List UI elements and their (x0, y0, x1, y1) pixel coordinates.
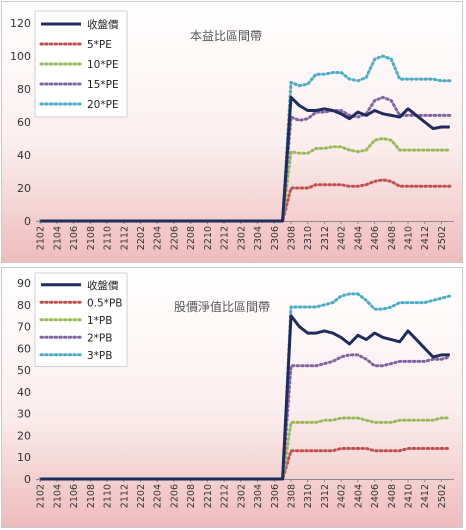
x-tick-label: 2502 (437, 484, 448, 508)
x-tick-label: 2306 (270, 226, 281, 250)
x-tick-label: 2312 (320, 226, 331, 250)
x-tick-label: 2412 (420, 484, 431, 508)
x-tick-label: 2106 (69, 484, 80, 508)
x-tick-label: 2212 (220, 484, 231, 508)
x-tick-label: 2304 (253, 226, 264, 250)
pe-band-chart-panel: 0 20 40 60 80 100 120 2102 2104 2106 2108 2110 2112 2… (1, 1, 463, 263)
x-tick-label: 2202 (136, 484, 147, 508)
y-tick-label: 30 (17, 408, 31, 421)
x-tick-label: 2208 (186, 484, 197, 508)
y-tick-label: 60 (17, 116, 31, 129)
x-tick-label: 2412 (420, 226, 431, 250)
pe-band-chart: 0 20 40 60 80 100 120 2102 2104 2106 2108 2110 2112 2… (10, 10, 454, 250)
y-tick-label: 70 (17, 321, 31, 334)
x-tick-label: 2104 (52, 226, 63, 250)
y-tick-label: 80 (17, 83, 31, 96)
x-tick-label: 2112 (119, 226, 130, 250)
series-line-0 (40, 314, 450, 481)
legend-label: 1*PB (87, 315, 112, 327)
x-tick-label: 2102 (36, 484, 47, 508)
series-line-1 (38, 178, 452, 223)
y-tick-label: 40 (17, 149, 31, 162)
x-tick-label: 2202 (136, 226, 147, 250)
x-tick-label: 2204 (153, 484, 164, 508)
x-tick-label: 2302 (236, 226, 247, 250)
legend-label: 2*PB (87, 332, 112, 344)
y-tick-label: 0 (24, 215, 31, 228)
y-tick-label: 60 (17, 342, 31, 355)
x-tick-label: 2102 (36, 226, 47, 250)
x-tick-label: 2408 (387, 484, 398, 508)
x-tick-label: 2210 (203, 484, 214, 508)
pb-band-chart: 0 10 20 30 40 50 60 70 80 90 2102 2104 2106 2108 2110 2… (17, 272, 454, 508)
x-tick-label: 2308 (286, 226, 297, 250)
series-line-3 (38, 353, 452, 481)
legend-label: 0.5*PB (87, 297, 122, 309)
x-tick-label: 2312 (320, 484, 331, 508)
x-tick-label: 2408 (387, 226, 398, 250)
x-tick-label: 2110 (103, 226, 114, 250)
series-line-1 (38, 447, 452, 481)
x-tick-label: 2208 (186, 226, 197, 250)
series-line-2 (38, 416, 452, 481)
series-line-0 (40, 95, 450, 223)
x-tick-label: 2112 (119, 484, 130, 508)
x-tick-label: 2302 (236, 484, 247, 508)
x-tick-label: 2106 (69, 226, 80, 250)
legend-label: 5*PE (87, 39, 112, 51)
x-tick-label: 2406 (370, 226, 381, 250)
pb-band-chart-panel: 0 10 20 30 40 50 60 70 80 90 2102 2104 2106 2108 2110 2… (1, 267, 463, 528)
y-tick-label: 20 (17, 429, 31, 442)
x-tick-label: 2410 (404, 484, 415, 508)
x-tick-label: 2402 (337, 484, 348, 508)
x-tick-label: 2206 (169, 226, 180, 250)
x-tick-label: 2306 (270, 484, 281, 508)
x-tick-label: 2304 (253, 484, 264, 508)
x-tick-label: 2206 (169, 484, 180, 508)
y-tick-label: 80 (17, 299, 31, 312)
x-tick-label: 2410 (404, 226, 415, 250)
chart-title: 股價淨值比區間帶 (174, 299, 270, 314)
x-tick-label: 2310 (303, 484, 314, 508)
x-tick-label: 2110 (103, 484, 114, 508)
x-tick-label: 2108 (86, 484, 97, 508)
y-tick-label: 20 (17, 182, 31, 195)
x-tick-label: 2108 (86, 226, 97, 250)
y-tick-label: 0 (24, 473, 31, 486)
legend-label: 收盤價 (87, 18, 119, 31)
x-tick-label: 2212 (220, 226, 231, 250)
x-tick-label: 2204 (153, 226, 164, 250)
y-tick-label: 50 (17, 364, 31, 377)
legend-label: 15*PE (87, 79, 119, 91)
y-tick-label: 10 (17, 451, 31, 464)
y-tick-label: 40 (17, 386, 31, 399)
x-tick-label: 2402 (337, 226, 348, 250)
y-tick-label: 100 (10, 50, 31, 63)
x-tick-label: 2308 (286, 484, 297, 508)
legend-label: 10*PE (87, 59, 119, 71)
x-tick-label: 2104 (52, 484, 63, 508)
x-tick-label: 2502 (437, 226, 448, 250)
x-tick-label: 2310 (303, 226, 314, 250)
y-tick-label: 90 (17, 277, 31, 290)
y-tick-label: 120 (10, 17, 31, 30)
legend-label: 3*PB (87, 350, 112, 362)
chart-title: 本益比區間帶 (190, 29, 262, 43)
x-tick-label: 2210 (203, 226, 214, 250)
x-tick-label: 2404 (353, 226, 364, 250)
legend-label: 20*PE (87, 99, 119, 111)
x-tick-label: 2406 (370, 484, 381, 508)
legend-label: 收盤價 (87, 279, 119, 292)
x-tick-label: 2404 (353, 484, 364, 508)
